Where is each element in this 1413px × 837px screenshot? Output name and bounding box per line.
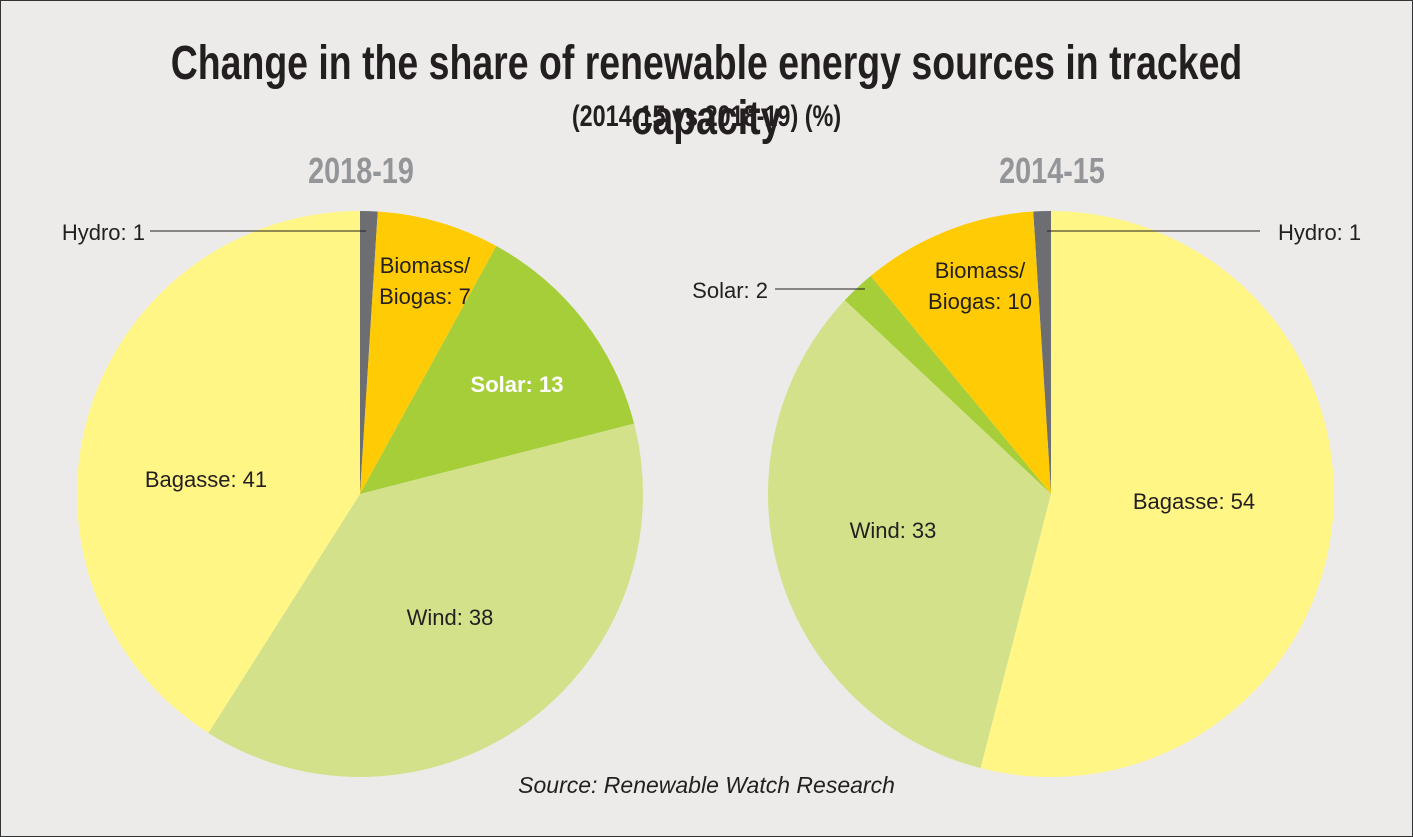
data-label: Biomass/Biogas: 10 — [928, 258, 1032, 314]
pie-slice-wind-2014-15 — [768, 300, 1051, 769]
data-label: Bagasse: 41 — [145, 467, 267, 492]
data-label: Wind: 38 — [407, 605, 494, 630]
pie-slice-bagasse-2014-15 — [980, 211, 1334, 777]
data-label: Hydro: 1 — [62, 220, 145, 245]
data-label: Solar: 13 — [471, 372, 564, 397]
source-note: Source: Renewable Watch Research — [518, 772, 895, 798]
chart-subtitle: (2014-15 vs 2018-19) (%) — [571, 100, 842, 133]
data-label: Solar: 2 — [692, 278, 768, 303]
pie-slice-solar-2014-15 — [844, 275, 1051, 494]
pie-slice-biomass-biogas-2018-19 — [360, 211, 497, 494]
data-label: Wind: 33 — [850, 518, 937, 543]
data-label: Biomass/Biogas: 7 — [379, 253, 471, 309]
pie-slice-bagasse-2018-19 — [77, 211, 361, 733]
data-label: Hydro: 1 — [1278, 220, 1361, 245]
chart-title: Change in the share of renewable energy … — [170, 37, 1243, 145]
pie-slice-wind-2018-19 — [208, 423, 643, 777]
data-label: Bagasse: 54 — [1133, 489, 1255, 514]
pie-slice-solar-2018-19 — [360, 246, 635, 494]
pie-slice-biomass-biogas-2014-15 — [870, 211, 1051, 494]
pie-title-2014-15: 2014-15 — [999, 150, 1105, 191]
pie-title-2018-19: 2018-19 — [308, 150, 414, 191]
pie-slice-hydro-2014-15 — [1033, 211, 1051, 494]
pie-slice-hydro-2018-19 — [360, 211, 378, 494]
